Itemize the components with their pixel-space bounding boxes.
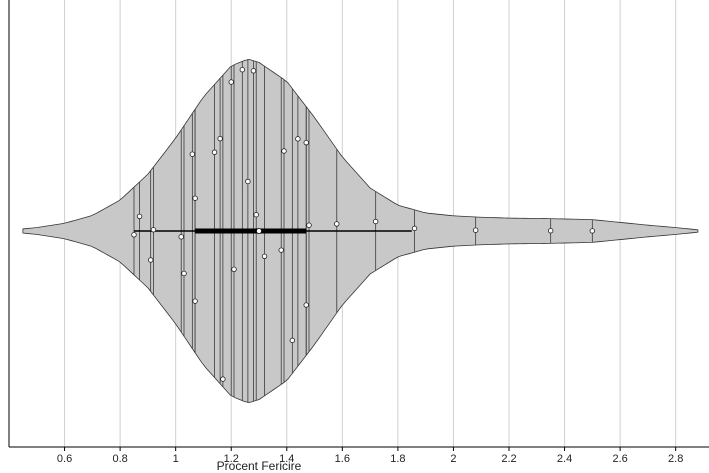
data-point-22 bbox=[295, 136, 301, 142]
data-point-11 bbox=[220, 376, 226, 382]
data-point-31 bbox=[589, 228, 596, 234]
x-tick-label-0: 0.6 bbox=[57, 453, 72, 465]
data-point-20 bbox=[281, 148, 287, 154]
data-point-6 bbox=[189, 151, 196, 157]
data-point-15 bbox=[245, 178, 251, 185]
data-point-23 bbox=[303, 139, 309, 146]
data-point-17 bbox=[253, 212, 259, 218]
x-tick-label-3: 1.2 bbox=[224, 453, 239, 465]
data-point-14 bbox=[239, 67, 246, 73]
data-point-18 bbox=[261, 253, 268, 260]
data-point-28 bbox=[411, 225, 418, 232]
data-point-24 bbox=[303, 302, 309, 308]
point-layer bbox=[131, 67, 596, 382]
data-point-0 bbox=[131, 232, 137, 238]
axis-layer: 0.6 0.8 1 1.2 1.4 1.6 1.8 2 2.2 2.4 2.6 2.8 bbox=[8, 0, 709, 465]
data-point-7 bbox=[192, 298, 198, 304]
x-tick-label-1: 0.8 bbox=[112, 453, 127, 465]
x-tick-label-2: 1 bbox=[173, 453, 179, 465]
x-axis-label: Procent Fericire bbox=[217, 459, 302, 473]
x-tick-label-5: 1.6 bbox=[335, 453, 350, 465]
x-tick-label-9: 2.4 bbox=[557, 453, 572, 465]
data-point-21 bbox=[289, 337, 296, 344]
data-point-12 bbox=[228, 79, 234, 85]
data-point-29 bbox=[472, 227, 479, 233]
data-point-27 bbox=[372, 218, 379, 225]
data-point-4 bbox=[178, 234, 184, 240]
box-layer bbox=[134, 227, 412, 234]
data-point-5 bbox=[181, 270, 187, 277]
data-point-26 bbox=[334, 221, 340, 227]
data-point-25 bbox=[306, 222, 312, 228]
data-point-13 bbox=[231, 266, 237, 273]
data-point-30 bbox=[547, 228, 554, 234]
data-point-9 bbox=[211, 149, 218, 155]
x-tick-label-7: 2 bbox=[450, 453, 456, 465]
median-marker bbox=[255, 227, 262, 234]
x-tick-label-6: 1.8 bbox=[390, 453, 405, 465]
x-tick-label-10: 2.6 bbox=[612, 453, 627, 465]
data-point-1 bbox=[136, 213, 143, 220]
x-tick-label-11: 2.8 bbox=[668, 453, 683, 465]
data-point-2 bbox=[147, 257, 154, 263]
data-point-10 bbox=[217, 135, 223, 142]
data-point-3 bbox=[150, 227, 157, 233]
data-point-19 bbox=[278, 247, 284, 253]
data-point-8 bbox=[192, 195, 198, 201]
data-point-16 bbox=[250, 68, 257, 74]
x-tick-label-8: 2.2 bbox=[501, 453, 516, 465]
x-tick-label-4: 1.4 bbox=[279, 453, 294, 465]
